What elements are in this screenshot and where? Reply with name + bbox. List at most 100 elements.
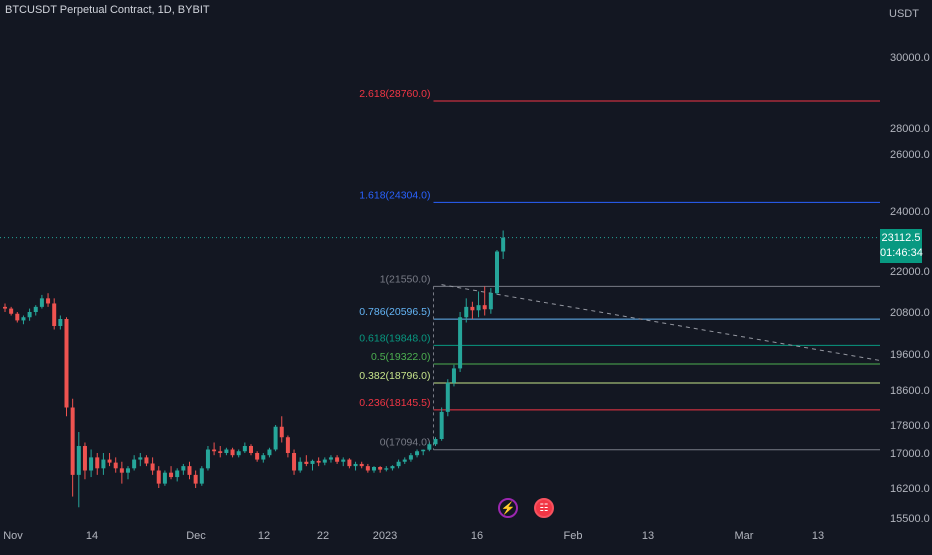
candle <box>27 308 32 321</box>
candle-body <box>261 455 266 460</box>
candle <box>101 453 106 475</box>
candle <box>150 457 155 475</box>
fib-level-label: 0.5(19322.0) <box>371 351 431 363</box>
candle-body <box>236 451 241 456</box>
candle <box>76 432 81 508</box>
candle <box>138 453 143 467</box>
candle-body <box>365 466 370 471</box>
candle-body <box>316 460 321 463</box>
candle <box>261 453 266 463</box>
current-price-badge: 23112.5 01:46:34 <box>880 229 923 263</box>
fib-level-label: 0.786(20596.5) <box>359 306 430 318</box>
lightning-icon[interactable]: ⚡ <box>498 498 518 518</box>
candle-body <box>107 459 112 463</box>
candle <box>445 379 450 417</box>
candle <box>39 294 44 309</box>
candle-body <box>464 306 469 318</box>
candle <box>267 447 272 458</box>
y-tick-label: 30000.0 <box>890 52 930 64</box>
x-tick-label: Dec <box>186 530 206 542</box>
candle <box>322 457 327 466</box>
candle <box>304 455 309 467</box>
candle-body <box>433 439 438 445</box>
x-tick-label: Feb <box>564 530 583 542</box>
candle <box>470 301 475 319</box>
candle-body <box>415 451 420 456</box>
candle-body <box>249 446 253 453</box>
candle <box>162 470 167 486</box>
candle-body <box>372 467 376 471</box>
candle <box>218 446 223 458</box>
candle-body <box>181 466 186 471</box>
candle-body <box>119 468 124 473</box>
candle <box>495 250 499 295</box>
candle <box>58 315 63 330</box>
candle <box>199 466 204 486</box>
us-flag-icon[interactable]: ☷ <box>534 498 554 518</box>
x-tick-label: Nov <box>3 530 23 542</box>
candle <box>119 461 124 484</box>
candle-body <box>144 457 149 464</box>
candle <box>64 317 69 417</box>
y-tick-label: 16200.0 <box>890 483 930 495</box>
candle-body <box>169 472 174 478</box>
candle <box>113 457 118 473</box>
candle <box>169 466 174 480</box>
candle-body <box>27 312 32 318</box>
candle <box>21 315 26 325</box>
candle-body <box>328 457 333 460</box>
candle-body <box>495 251 499 294</box>
candle <box>396 459 401 469</box>
candle <box>365 463 370 473</box>
candle <box>421 449 426 456</box>
y-tick-label: 17000.0 <box>890 448 930 460</box>
candle <box>458 312 463 372</box>
fib-level-label: 0.236(18145.5) <box>359 397 430 409</box>
candle <box>353 461 358 471</box>
candle <box>451 364 456 387</box>
candle <box>279 416 284 443</box>
candle <box>15 312 20 323</box>
candle <box>9 306 14 316</box>
candle-body <box>390 466 395 469</box>
candle-body <box>298 461 303 471</box>
candle <box>107 453 112 467</box>
candle-body <box>421 449 426 452</box>
candle <box>144 455 149 467</box>
candle <box>33 305 38 316</box>
candle <box>464 298 469 323</box>
candle-body <box>341 459 346 462</box>
candle-body <box>58 319 63 326</box>
y-tick-label: 18600.0 <box>890 385 930 397</box>
candle-body <box>310 460 315 464</box>
x-tick-label: Mar <box>735 530 754 542</box>
candle-body <box>335 457 340 462</box>
candle-body <box>470 306 475 311</box>
candle <box>273 425 278 452</box>
candle-body <box>378 467 383 470</box>
candle <box>427 442 432 452</box>
candle <box>187 461 192 480</box>
y-tick-label: 22000.0 <box>890 266 930 278</box>
candle <box>249 444 253 456</box>
candle-body <box>458 317 463 369</box>
y-tick-label: 20800.0 <box>890 307 930 319</box>
candle <box>205 446 210 471</box>
candle <box>402 457 407 464</box>
candle <box>95 453 100 475</box>
candle-body <box>46 298 51 304</box>
candle <box>82 442 87 480</box>
fib-level-label: 1(21550.0) <box>380 273 431 285</box>
candle <box>230 447 235 458</box>
y-tick-label: 15500.0 <box>890 513 930 525</box>
candle-body <box>242 446 247 452</box>
candle-body <box>273 426 278 450</box>
event-icons: ⚡ ☷ <box>498 498 554 518</box>
candle <box>224 447 229 456</box>
fib-level-label: 0(17094.0) <box>380 437 431 449</box>
candle-body <box>199 468 204 484</box>
y-tick-label: 26000.0 <box>890 149 930 161</box>
candle <box>390 465 395 471</box>
